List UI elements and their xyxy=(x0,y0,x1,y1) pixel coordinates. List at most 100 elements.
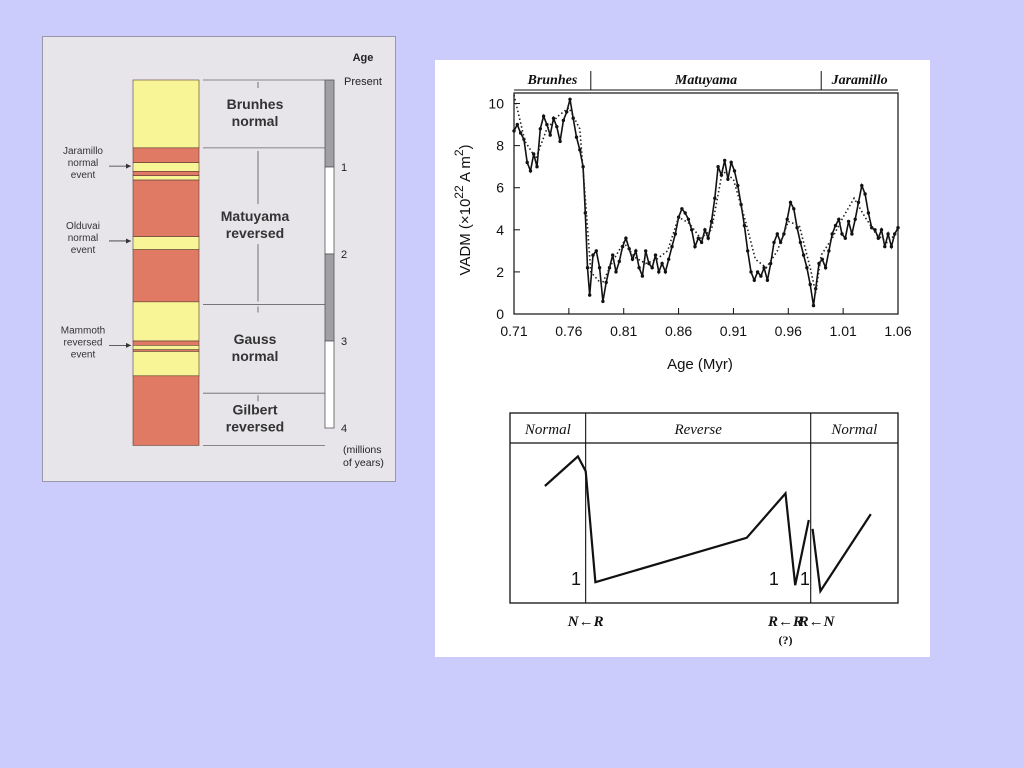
vadm-data-point xyxy=(624,236,628,240)
x-tick-label: 1.06 xyxy=(884,323,911,339)
vadm-data-point xyxy=(538,127,542,131)
vadm-data-point xyxy=(548,133,552,137)
vadm-series-solid xyxy=(513,99,899,306)
schematic-header-label: Normal xyxy=(830,422,877,438)
vadm-data-point xyxy=(568,97,572,101)
vadm-data-point xyxy=(667,257,671,261)
vadm-data-point xyxy=(660,261,664,266)
vadm-data-point xyxy=(585,266,590,270)
transition-marker-label: 1 xyxy=(769,569,779,589)
vadm-data-point xyxy=(729,160,733,165)
vadm-data-point xyxy=(640,274,645,278)
vadm-data-point xyxy=(657,270,661,274)
vadm-data-point xyxy=(808,282,812,287)
polarity-timescale-panel: Age Present (millions of years) 1 2 3 4 Bru… xyxy=(42,36,396,482)
vadm-data-point xyxy=(541,114,546,118)
vadm-data-point xyxy=(670,244,674,249)
vadm-data-point xyxy=(840,232,844,236)
event-label: event xyxy=(71,245,96,256)
vadm-data-point xyxy=(703,228,707,232)
schematic-header-label: Reverse xyxy=(673,422,722,438)
vadm-data-point xyxy=(650,266,654,270)
vadm-data-point xyxy=(873,228,877,232)
event-label: reversed xyxy=(64,337,103,348)
vadm-data-point xyxy=(742,223,747,228)
transition-marker-label: 1 xyxy=(800,569,810,589)
vadm-data-point xyxy=(755,270,760,274)
y-axis-title-main: VADM (×10 xyxy=(457,199,474,276)
vadm-data-point xyxy=(850,232,854,236)
vadm-data-point xyxy=(680,207,684,211)
polarity-band-reversed xyxy=(132,340,200,346)
vadm-data-point xyxy=(706,236,710,240)
vadm-data-point xyxy=(856,200,861,205)
vadm-data-point xyxy=(833,223,838,228)
schematic-frame xyxy=(509,412,899,604)
event-label: Mammoth xyxy=(61,325,105,336)
vadm-figure-panel: Brunhes Matuyama Jaramillo 0.71 0.76 0.81 0.8… xyxy=(435,60,930,657)
polarity-band-normal xyxy=(132,79,200,149)
polarity-band-reversed xyxy=(132,147,200,163)
vadm-data-point xyxy=(561,118,566,123)
event-pointer-arrowhead xyxy=(126,163,131,169)
vadm-data-point xyxy=(614,270,618,274)
scale-tick-label: 4 xyxy=(341,423,347,435)
event-label: normal xyxy=(68,158,99,169)
vadm-data-point xyxy=(798,240,803,245)
polarity-transition-schematic: Normal Reverse Normal 1 1 1 N←R R←R (?) R←N xyxy=(509,412,899,647)
vadm-data-point xyxy=(518,131,523,135)
top-chron-label: Matuyama xyxy=(674,73,737,88)
vadm-data-point xyxy=(876,236,880,240)
vadm-data-point xyxy=(805,266,809,270)
vadm-data-point xyxy=(723,158,727,163)
vadm-data-point xyxy=(644,249,648,253)
polarity-band-normal xyxy=(132,301,200,342)
vadm-data-point xyxy=(732,169,737,173)
vadm-data-point xyxy=(736,183,740,188)
vadm-data-point xyxy=(686,217,691,221)
top-chron-label: Brunhes xyxy=(526,73,577,88)
y-tick-label: 4 xyxy=(496,222,504,238)
vadm-data-point xyxy=(782,232,786,236)
vadm-data-point xyxy=(591,253,595,257)
vadm-data-point xyxy=(785,217,789,221)
vadm-data-point xyxy=(683,211,687,215)
polarity-band-normal xyxy=(132,162,200,172)
schematic-header-label: Normal xyxy=(524,422,571,438)
polarity-band-normal xyxy=(132,345,200,351)
transition-marker-label: 1 xyxy=(571,569,581,589)
vadm-data-point xyxy=(693,244,697,249)
event-label: Olduvai xyxy=(66,221,100,232)
vadm-data-point xyxy=(896,226,900,230)
vadm-data-point xyxy=(515,122,519,127)
vadm-data-point xyxy=(846,219,851,224)
scale-tick-label: 1 xyxy=(341,162,347,174)
vadm-data-point xyxy=(611,253,615,257)
vadm-data-point xyxy=(837,217,841,221)
vadm-data-point xyxy=(762,266,766,270)
vadm-data-point xyxy=(690,228,694,232)
vadm-data-point xyxy=(535,165,539,169)
y-axis-title-close: ) xyxy=(457,144,474,149)
vadm-data-point xyxy=(551,116,556,120)
vadm-data-point xyxy=(588,293,592,297)
polarity-band-reversed xyxy=(132,375,200,446)
x-tick-label: 1.01 xyxy=(830,323,857,339)
vadm-data-point xyxy=(879,228,884,232)
vadm-data-point xyxy=(811,303,816,308)
units-label-line1: (millions xyxy=(343,444,382,456)
polarity-band-reversed xyxy=(132,249,200,303)
vadm-data-point xyxy=(594,249,598,253)
transition-type-label: R←N xyxy=(798,614,836,630)
chron-name-label: Gauss xyxy=(234,331,277,347)
scale-bar-segment xyxy=(324,253,335,342)
chron-polarity-label: reversed xyxy=(226,418,284,434)
intensity-sawtooth-line xyxy=(544,454,810,586)
vadm-data-point xyxy=(795,226,799,230)
vadm-data-point xyxy=(578,148,582,152)
event-label: normal xyxy=(68,233,99,244)
vadm-data-point xyxy=(604,280,608,285)
vadm-data-point xyxy=(555,125,559,129)
vadm-data-point xyxy=(823,266,828,270)
vadm-data-point xyxy=(713,196,717,200)
